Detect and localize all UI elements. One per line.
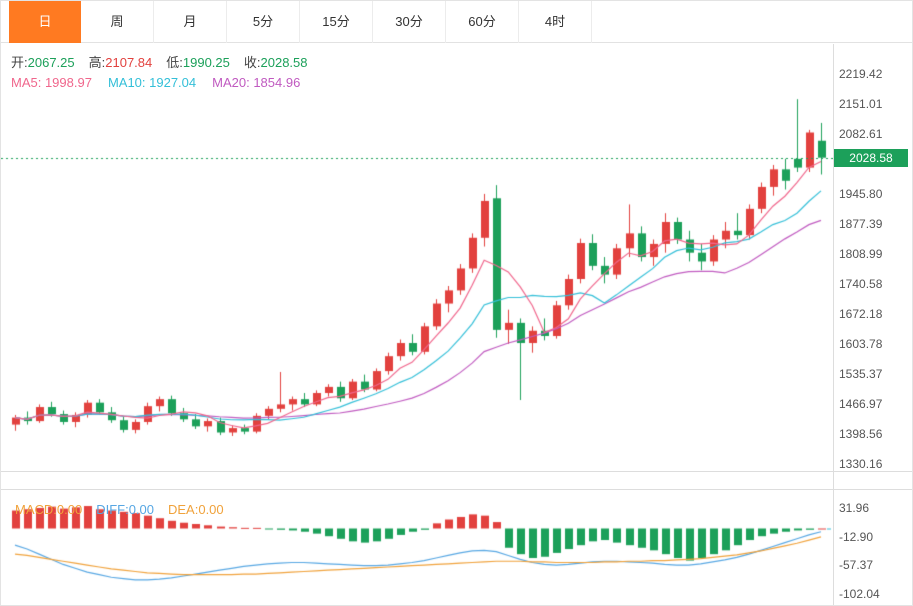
open-label: 开: — [11, 55, 28, 70]
price-axis: 2028.58 2219.42 2151.01 2082.61 1945.80 1877… — [834, 44, 912, 471]
price-axis-label: 1672.18 — [839, 307, 883, 321]
dea-value-label: DEA:0.00 — [168, 502, 224, 517]
candlestick-canvas[interactable] — [1, 44, 833, 471]
ma-info: MA5: 1998.97 MA10: 1927.04 MA20: 1854.96 — [11, 75, 316, 90]
price-axis-label: 1398.56 — [839, 427, 883, 441]
ma10-label: MA10: 1927.04 — [107, 75, 197, 90]
macd-value-label: MACD:0.00 — [15, 502, 83, 517]
macd-info: MACD:0.00 DIFF:0.00 DEA:0.00 — [15, 502, 238, 517]
tab-period-3[interactable]: 月 — [154, 1, 227, 43]
low-value: 1990.25 — [182, 55, 230, 70]
close-value: 2028.58 — [260, 55, 308, 70]
macd-axis-label: -102.04 — [839, 586, 880, 601]
macd-canvas[interactable] — [1, 490, 833, 605]
price-axis-label: 1466.97 — [839, 396, 883, 411]
macd-divider — [1, 489, 912, 490]
main-chart-panel: 开:2067.25 高:2107.84 低:1990.25 收:2028.58 MA5… — [1, 44, 833, 471]
price-axis-label: 2151.01 — [839, 97, 883, 111]
price-axis-label: 1535.37 — [839, 367, 883, 381]
tab-period-6[interactable]: 30分 — [373, 1, 446, 43]
time-axis-strip — [1, 472, 833, 489]
close-label: 收: — [243, 55, 261, 70]
low-label: 低: — [166, 55, 183, 70]
price-axis-label: 1740.58 — [839, 277, 883, 291]
macd-axis: 31.96 -12.90 -57.37 -102.04 — [834, 490, 912, 605]
price-axis-label: 1877.39 — [839, 217, 883, 231]
tab-period-5[interactable]: 15分 — [300, 1, 373, 43]
ma5-label: MA5: 1998.97 — [11, 75, 92, 90]
price-axis-label: 1808.99 — [839, 247, 883, 261]
ohlc-info: 开:2067.25 高:2107.84 低:1990.25 收:2028.58 — [11, 52, 322, 71]
axis-separator — [833, 44, 834, 605]
tab-bar: 日周月 5分 15分 30分 60分 4时 — [1, 1, 912, 43]
price-axis-label: 1603.78 — [839, 336, 883, 351]
high-value: 2107.84 — [105, 55, 153, 70]
price-axis-label: 2219.42 — [839, 67, 883, 81]
high-label: 高: — [88, 55, 106, 70]
ma20-label: MA20: 1854.96 — [212, 75, 301, 90]
price-axis-label: 1330.16 — [839, 457, 883, 471]
tab-period-4[interactable]: 5分 — [227, 1, 300, 43]
macd-axis-label: -12.90 — [839, 529, 874, 544]
tab-period-2[interactable]: 周 — [81, 1, 154, 43]
macd-axis-label: -57.37 — [839, 558, 874, 573]
tab-period-8[interactable]: 4时 — [519, 1, 592, 43]
tab-period-1[interactable]: 日 — [9, 1, 81, 43]
macd-panel: MACD:0.00 DIFF:0.00 DEA:0.00 — [1, 490, 833, 605]
price-axis-label: 1945.80 — [839, 187, 883, 201]
price-axis-label: 2082.61 — [839, 127, 883, 141]
current-price-tag: 2028.58 — [834, 148, 908, 167]
diff-value-label: DIFF:0.00 — [96, 502, 154, 517]
chart-divider — [1, 471, 912, 472]
tab-period-7[interactable]: 60分 — [446, 1, 519, 43]
macd-axis-label: 31.96 — [839, 500, 870, 515]
open-value: 2067.25 — [27, 55, 75, 70]
